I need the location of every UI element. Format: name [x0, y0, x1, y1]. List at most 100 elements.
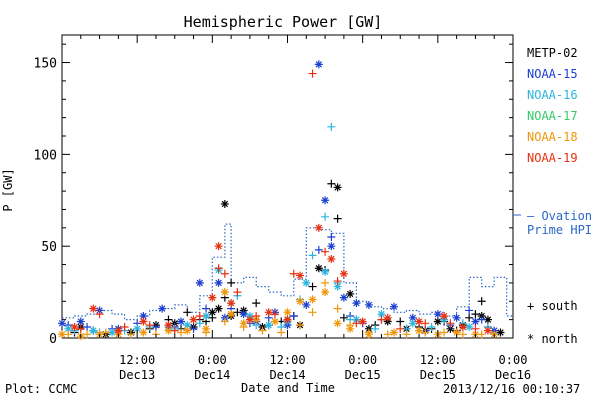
metp-02-north-point: [333, 183, 342, 192]
noaa-19-north-point: [227, 299, 236, 308]
chart-title: Hemispheric Power [GW]: [184, 13, 383, 31]
noaa-15-north-point: [321, 196, 330, 205]
noaa-18-north-point: [227, 310, 236, 319]
noaa-19-north-point: [314, 223, 323, 232]
x-tick-label-time: 12:00: [420, 353, 456, 367]
x-tick-label-time: 0:00: [348, 353, 377, 367]
noaa-19-south-point: [95, 310, 104, 319]
x-tick-label-date: Dec14: [269, 368, 305, 382]
axes-layer: 05010015012:00Dec130:00Dec1412:00Dec140:…: [34, 35, 531, 382]
noaa-19-north-point: [415, 317, 424, 326]
noaa-15-south-point: [202, 304, 211, 313]
x-tick-label-date: Dec14: [194, 368, 230, 382]
y-tick-label: 100: [34, 148, 57, 163]
footer-plot-credit: Plot: CCMC: [5, 382, 77, 396]
x-tick-label-date: Dec13: [119, 368, 155, 382]
noaa-19-north-point: [283, 315, 292, 324]
noaa-16-north-point: [377, 310, 386, 319]
noaa-19-north-point: [327, 255, 336, 264]
legend-north-marker: * north: [527, 332, 578, 346]
noaa-19-south-point: [421, 319, 430, 328]
noaa-19-south-point: [289, 269, 298, 278]
legend: METP-02 NOAA-15 NOAA-16 NOAA-17 NOAA-18 NOAA-…: [513, 46, 592, 346]
x-axis-label: Date and Time: [241, 381, 335, 395]
noaa-15-north-point: [239, 310, 248, 319]
noaa-18-north-point: [164, 326, 173, 335]
x-tick-label-date: Dec16: [495, 368, 531, 382]
noaa-18-north-point: [296, 297, 305, 306]
noaa-15-north-point: [214, 278, 223, 287]
noaa-16-north-point: [302, 278, 311, 287]
x-tick-label-date: Dec15: [345, 368, 381, 382]
noaa-16-south-point: [321, 212, 330, 221]
noaa-19-north-point: [458, 322, 467, 331]
noaa-19-south-point: [252, 311, 261, 320]
noaa-15-north-point: [327, 242, 336, 251]
noaa-19-south-point: [321, 247, 330, 256]
noaa-15-north-point: [76, 317, 85, 326]
legend-noaa-19: NOAA-19: [527, 151, 578, 165]
noaa-18-north-point: [321, 288, 330, 297]
legend-ovation-line1: — Ovation: [527, 209, 592, 223]
noaa-19-south-point: [120, 322, 129, 331]
noaa-18-south-point: [421, 328, 430, 337]
noaa-18-north-point: [202, 324, 211, 333]
metp-02-south-point: [465, 313, 474, 322]
noaa-16-south-point: [427, 322, 436, 331]
noaa-19-south-point: [396, 324, 405, 333]
noaa-18-south-point: [177, 328, 186, 337]
noaa-16-north-point: [183, 321, 192, 330]
data-points-layer: [58, 60, 505, 341]
noaa-15-north-point: [408, 313, 417, 322]
noaa-18-north-point: [58, 330, 66, 339]
y-tick-label: 0: [49, 332, 57, 347]
noaa-16-north-point: [264, 321, 273, 330]
metp-02-north-point: [346, 289, 355, 298]
metp-02-north-point: [314, 264, 323, 273]
legend-noaa-17: NOAA-17: [527, 109, 578, 123]
legend-noaa-16: NOAA-16: [527, 88, 578, 102]
noaa-19-north-point: [139, 317, 148, 326]
metp-02-north-point: [208, 308, 217, 317]
noaa-16-north-point: [408, 319, 417, 328]
noaa-18-north-point: [239, 319, 248, 328]
noaa-19-north-point: [296, 271, 305, 280]
metp-02-south-point: [233, 308, 242, 317]
noaa-19-north-point: [264, 308, 273, 317]
noaa-18-north-point: [364, 330, 373, 339]
noaa-15-north-point: [158, 304, 167, 313]
noaa-16-north-point: [64, 324, 73, 333]
noaa-15-south-point: [327, 233, 336, 241]
plot-frame: [61, 34, 514, 339]
noaa-18-north-point: [270, 317, 279, 326]
noaa-19-north-point: [189, 315, 198, 324]
noaa-18-south-point: [296, 321, 305, 330]
metp-02-south-point: [227, 278, 236, 287]
x-tick-label-time: 0:00: [499, 353, 528, 367]
legend-noaa-15: NOAA-15: [527, 67, 578, 81]
noaa-19-south-point: [195, 311, 204, 320]
legend-noaa-18: NOAA-18: [527, 130, 578, 144]
noaa-15-north-point: [58, 319, 66, 328]
noaa-19-north-point: [483, 326, 492, 335]
noaa-15-north-point: [389, 302, 398, 311]
noaa-16-south-point: [308, 251, 317, 260]
noaa-19-south-point: [333, 277, 342, 286]
noaa-18-south-point: [258, 326, 267, 335]
noaa-15-north-point: [302, 300, 311, 309]
noaa-15-north-point: [433, 310, 442, 319]
noaa-15-south-point: [477, 315, 486, 324]
noaa-19-south-point: [377, 315, 386, 324]
noaa-19-north-point: [358, 317, 367, 326]
noaa-19-north-point: [339, 269, 348, 278]
noaa-16-north-point: [89, 326, 98, 335]
noaa-18-south-point: [402, 330, 411, 339]
noaa-15-north-point: [471, 317, 480, 326]
metp-02-south-point: [396, 317, 405, 326]
noaa-18-north-point: [346, 324, 355, 333]
noaa-19-south-point: [352, 319, 361, 328]
noaa-19-south-point: [214, 264, 223, 273]
noaa-19-south-point: [308, 69, 317, 78]
x-tick-label-time: 12:00: [269, 353, 305, 367]
